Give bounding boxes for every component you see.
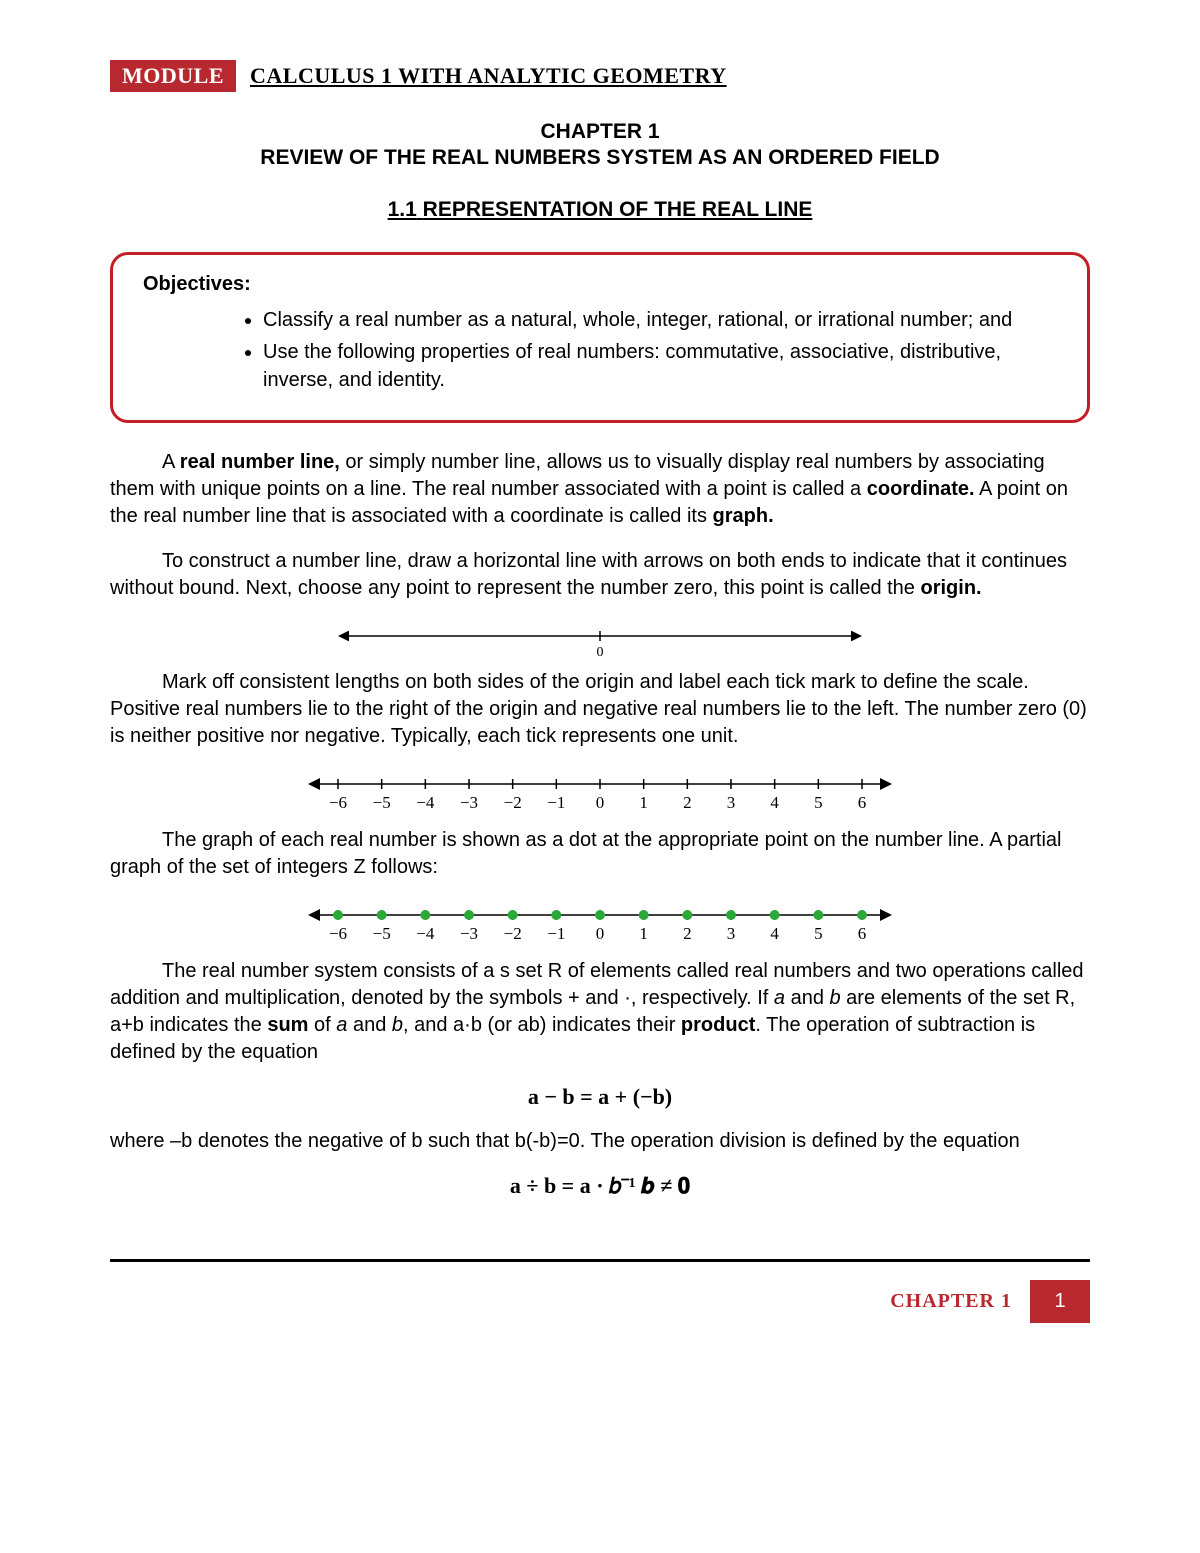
svg-text:−1: −1 xyxy=(547,793,565,812)
svg-text:−6: −6 xyxy=(329,924,347,943)
paragraph: The real number system consists of a s s… xyxy=(110,958,1090,1066)
svg-text:−5: −5 xyxy=(373,924,391,943)
italic-text: b xyxy=(830,987,841,1009)
italic-text: a xyxy=(774,987,785,1009)
bold-text: sum xyxy=(267,1014,308,1036)
module-badge: MODULE xyxy=(110,60,236,92)
numberline-svg: −6 −5 −4 −3 −2 −1 0 1 2 3 4 5 6 xyxy=(290,768,910,818)
footer-row: CHAPTER 1 1 xyxy=(110,1280,1090,1323)
paragraph: where –b denotes the negative of b such … xyxy=(110,1128,1090,1155)
italic-text: a xyxy=(336,1014,347,1036)
course-title: CALCULUS 1 WITH ANALYTIC GEOMETRY xyxy=(250,63,727,89)
svg-text:5: 5 xyxy=(814,924,823,943)
svg-text:−3: −3 xyxy=(460,793,478,812)
bold-text: coordinate. xyxy=(867,478,975,500)
svg-text:−1: −1 xyxy=(547,924,565,943)
bold-text: origin. xyxy=(920,577,981,599)
text: where –b denotes the negative of b such … xyxy=(110,1130,1020,1152)
paragraph: To construct a number line, draw a horiz… xyxy=(110,548,1090,602)
svg-text:1: 1 xyxy=(639,924,648,943)
svg-text:−4: −4 xyxy=(416,924,435,943)
section-number: 1.1 xyxy=(388,198,417,221)
svg-text:6: 6 xyxy=(858,924,867,943)
svg-text:2: 2 xyxy=(683,924,692,943)
svg-text:−2: −2 xyxy=(504,924,522,943)
svg-text:4: 4 xyxy=(770,793,779,812)
svg-text:−2: −2 xyxy=(504,793,522,812)
svg-text:1: 1 xyxy=(639,793,648,812)
list-item: Classify a real number as a natural, who… xyxy=(263,306,1057,334)
text: The graph of each real number is shown a… xyxy=(110,829,1061,878)
equation: a − b = a + (−b) xyxy=(110,1084,1090,1110)
svg-text:3: 3 xyxy=(727,924,736,943)
svg-text:−4: −4 xyxy=(416,793,435,812)
footer-rule xyxy=(110,1259,1090,1262)
svg-text:3: 3 xyxy=(727,793,736,812)
text: Mark off consistent lengths on both side… xyxy=(110,671,1087,747)
numberline-integers: −6 −5 −4 −3 −2 −1 0 1 2 3 4 5 6 xyxy=(110,899,1090,954)
numberline-svg: −6 −5 −4 −3 −2 −1 0 1 2 3 4 5 6 xyxy=(290,899,910,949)
paragraph: Mark off consistent lengths on both side… xyxy=(110,669,1090,750)
bold-text: graph. xyxy=(713,505,774,527)
paragraph: The graph of each real number is shown a… xyxy=(110,827,1090,881)
section-heading: 1.1 REPRESENTATION OF THE REAL LINE xyxy=(110,198,1090,222)
equation: a ÷ b = a · 𝑏⁻¹ 𝒃 ≠ 𝟎 xyxy=(110,1173,1090,1199)
text: and xyxy=(785,987,829,1009)
footer-chapter-label: CHAPTER 1 xyxy=(890,1290,1012,1313)
objectives-box: Objectives: Classify a real number as a … xyxy=(110,252,1090,423)
svg-text:−5: −5 xyxy=(373,793,391,812)
objectives-heading: Objectives: xyxy=(143,273,1057,296)
svg-text:5: 5 xyxy=(814,793,823,812)
text: A xyxy=(162,451,180,473)
section-title: REPRESENTATION OF THE REAL LINE xyxy=(423,198,813,221)
chapter-title: REVIEW OF THE REAL NUMBERS SYSTEM AS AN … xyxy=(110,146,1090,170)
objectives-list: Classify a real number as a natural, who… xyxy=(143,306,1057,394)
numberline-svg: 0 xyxy=(320,620,880,660)
numberline-ticks: −6 −5 −4 −3 −2 −1 0 1 2 3 4 5 6 xyxy=(110,768,1090,823)
text: , and a·b (or ab) indicates their xyxy=(403,1014,681,1036)
page: MODULE CALCULUS 1 WITH ANALYTIC GEOMETRY… xyxy=(0,0,1200,1553)
bold-text: real number line, xyxy=(180,451,340,473)
svg-text:0: 0 xyxy=(596,924,605,943)
svg-text:−6: −6 xyxy=(329,793,347,812)
paragraph: A real number line, or simply number lin… xyxy=(110,449,1090,530)
numberline-origin: 0 xyxy=(110,620,1090,665)
svg-text:−3: −3 xyxy=(460,924,478,943)
svg-text:0: 0 xyxy=(597,645,604,660)
italic-text: b xyxy=(392,1014,403,1036)
list-item: Use the following properties of real num… xyxy=(263,338,1057,394)
svg-text:4: 4 xyxy=(770,924,779,943)
header-row: MODULE CALCULUS 1 WITH ANALYTIC GEOMETRY xyxy=(110,60,1090,92)
svg-text:6: 6 xyxy=(858,793,867,812)
footer-page-number: 1 xyxy=(1030,1280,1090,1323)
svg-text:2: 2 xyxy=(683,793,692,812)
svg-text:0: 0 xyxy=(596,793,605,812)
text: of xyxy=(308,1014,336,1036)
bold-text: product xyxy=(681,1014,755,1036)
text: and xyxy=(347,1014,391,1036)
chapter-label: CHAPTER 1 xyxy=(110,120,1090,144)
